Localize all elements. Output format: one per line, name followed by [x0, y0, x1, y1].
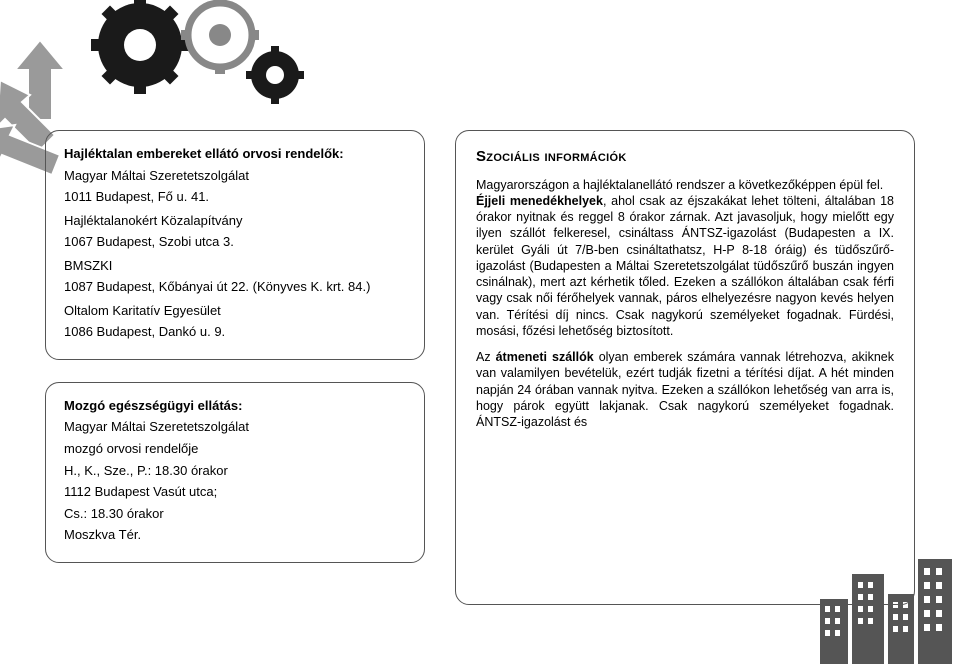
social-info-p1: Magyarországon a hajléktalanellátó rends… — [476, 177, 894, 340]
social-info-p2: Az átmeneti szállók olyan emberek számár… — [476, 349, 894, 430]
box2-heading: Mozgó egészségügyi ellátás: — [64, 398, 242, 413]
left-column: Hajléktalan embereket ellátó orvosi rend… — [45, 130, 425, 634]
mobile-health-box: Mozgó egészségügyi ellátás: Magyar Málta… — [45, 382, 425, 563]
box1-org3: BMSZKI — [64, 257, 406, 275]
p1-bold: Éjjeli menedékhelyek — [476, 194, 603, 208]
social-info-title: Szociális információk — [476, 147, 894, 167]
box1-heading: Hajléktalan embereket ellátó orvosi rend… — [64, 146, 344, 161]
gears-decoration — [60, 0, 340, 130]
medical-offices-box: Hajléktalan embereket ellátó orvosi rend… — [45, 130, 425, 360]
box1-org4: Oltalom Karitatív Egyesület — [64, 302, 406, 320]
box2-l2: mozgó orvosi rendelője — [64, 440, 406, 458]
p2-pre: Az — [476, 350, 496, 364]
box1-addr4: 1086 Budapest, Dankó u. 9. — [64, 323, 406, 341]
box1-addr3: 1087 Budapest, Kőbányai út 22. (Könyves … — [64, 278, 406, 296]
box2-l3: H., K., Sze., P.: 18.30 órakor — [64, 462, 406, 480]
box1-org2: Hajléktalanokért Közalapítvány — [64, 212, 406, 230]
box2-l1: Magyar Máltai Szeretetszolgálat — [64, 418, 406, 436]
box1-addr2: 1067 Budapest, Szobi utca 3. — [64, 233, 406, 251]
box2-l6: Moszkva Tér. — [64, 526, 406, 544]
box2-l5: Cs.: 18.30 órakor — [64, 505, 406, 523]
p1-intro: Magyarországon a hajléktalanellátó rends… — [476, 178, 883, 192]
p1-rest: , ahol csak az éjszakákat lehet tölteni,… — [476, 194, 894, 338]
p2-bold: átmeneti szállók — [496, 350, 594, 364]
right-column: Szociális információk Magyarországon a h… — [455, 130, 915, 634]
box2-l4: 1112 Budapest Vasút utca; — [64, 483, 406, 501]
box1-org1: Magyar Máltai Szeretetszolgálat — [64, 167, 406, 185]
social-info-box: Szociális információk Magyarországon a h… — [455, 130, 915, 605]
box1-addr1: 1011 Budapest, Fő u. 41. — [64, 188, 406, 206]
content-area: Hajléktalan embereket ellátó orvosi rend… — [45, 130, 915, 634]
